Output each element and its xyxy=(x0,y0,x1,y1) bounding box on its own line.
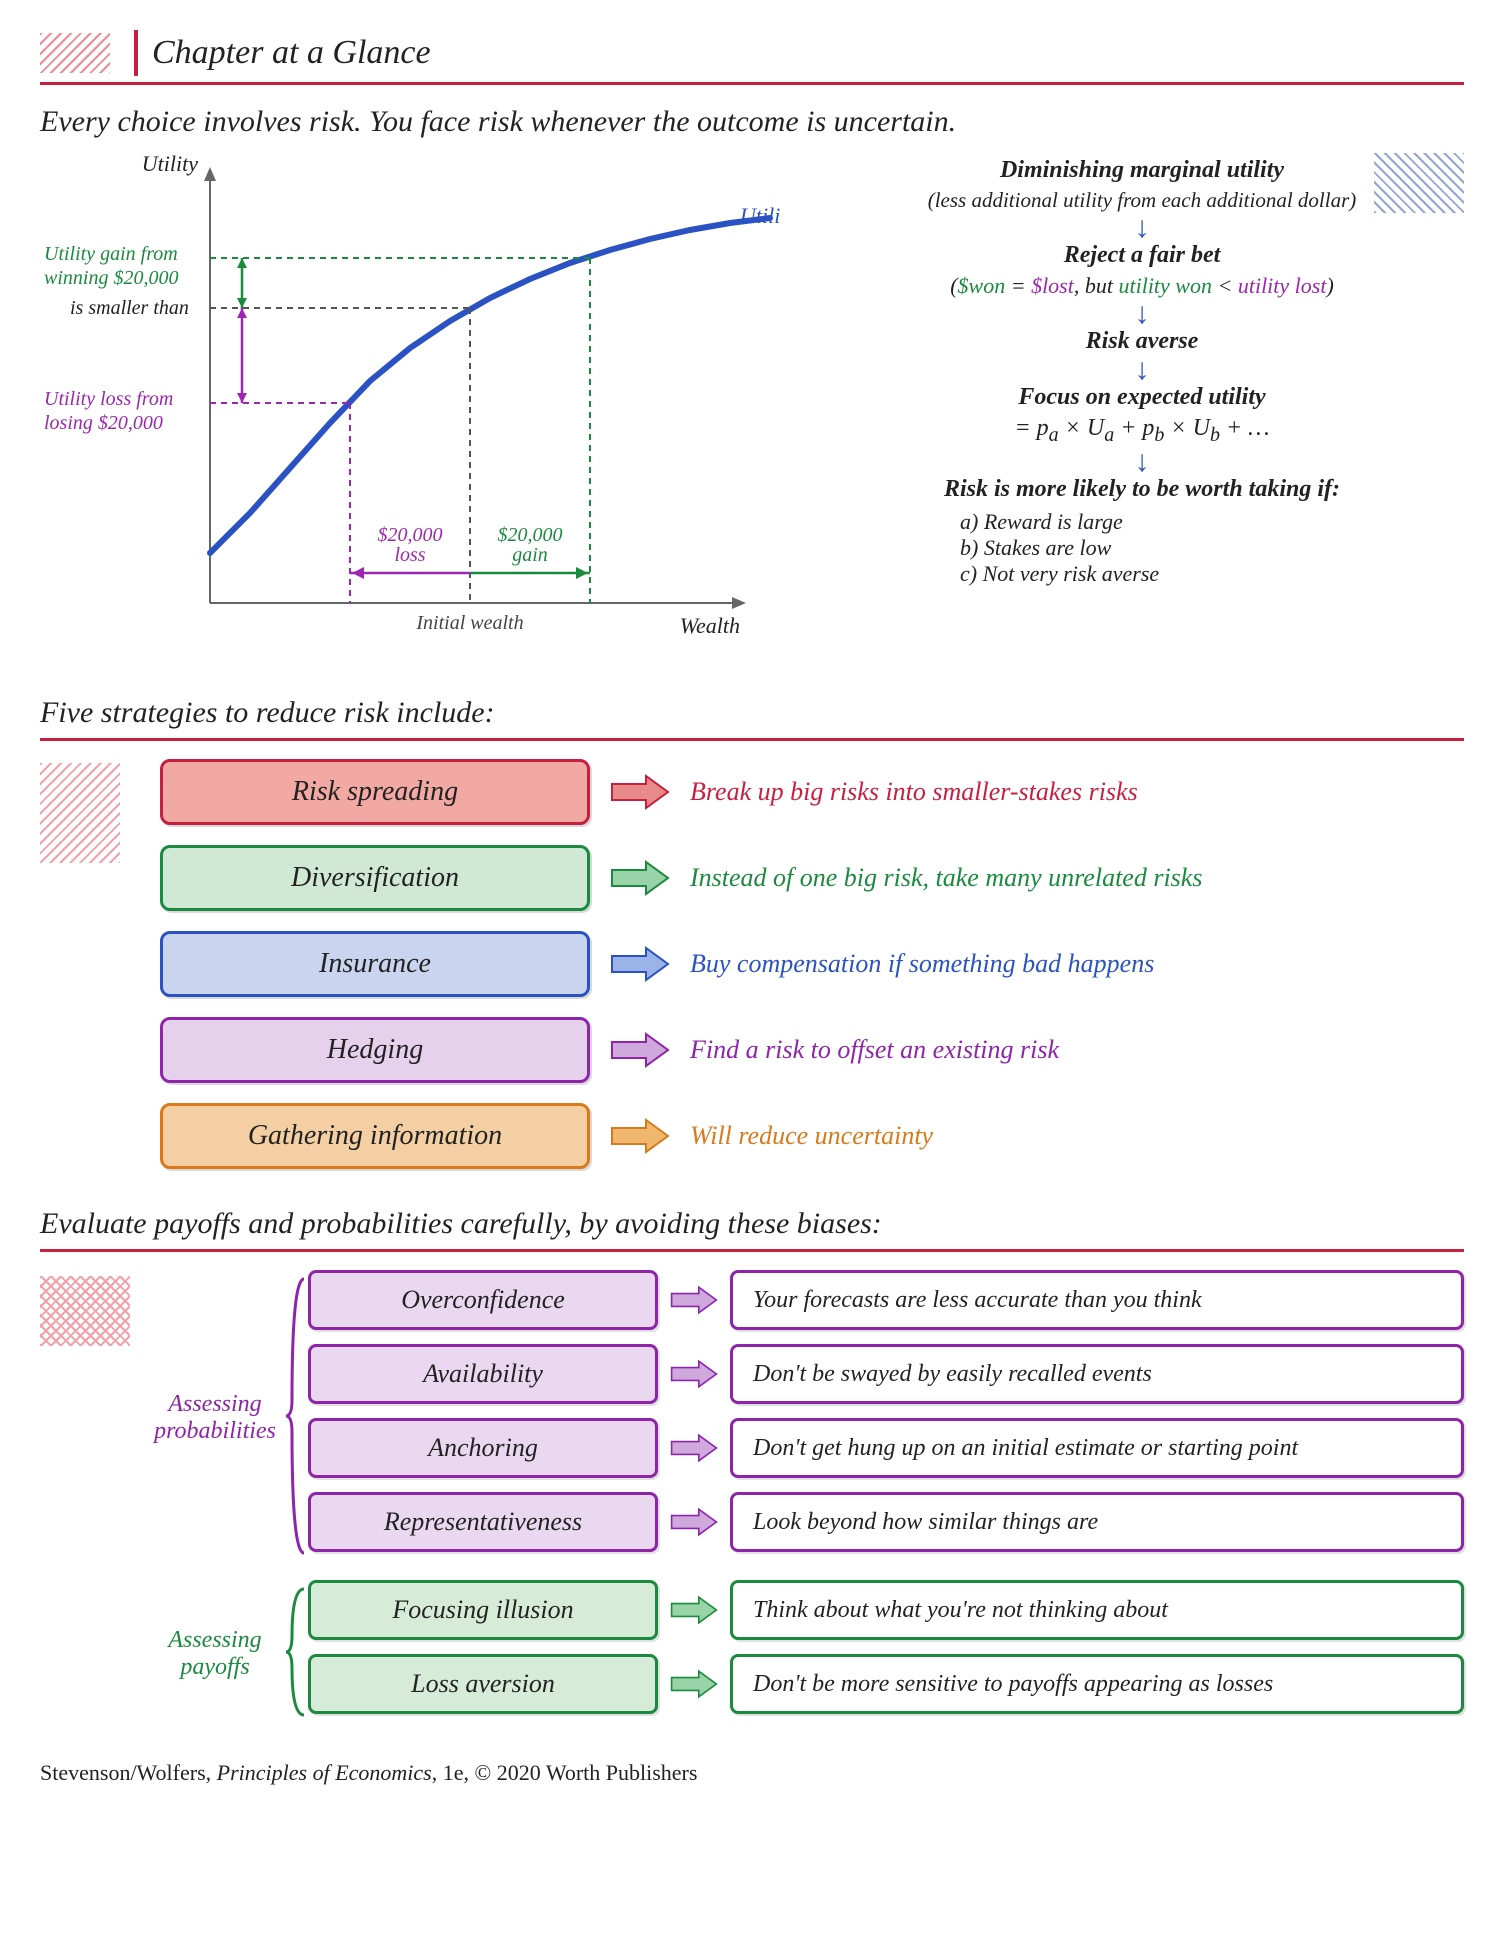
bias-desc: Don't be more sensitive to payoffs appea… xyxy=(730,1654,1464,1714)
arrow-right-icon xyxy=(670,1359,718,1389)
svg-text:is smaller than: is smaller than xyxy=(70,297,189,319)
bias-box: Overconfidence xyxy=(308,1270,658,1330)
strategy-row: Diversification Instead of one big risk, … xyxy=(160,845,1464,911)
svg-text:$20,000: $20,000 xyxy=(378,524,443,546)
strategy-row: Insurance Buy compensation if something b… xyxy=(160,931,1464,997)
bias-box: Availability xyxy=(308,1344,658,1404)
arrow-right-icon xyxy=(670,1669,718,1699)
arrow-down-icon: ↓ xyxy=(820,359,1464,380)
decorative-hatch-blue-icon xyxy=(1374,153,1464,213)
svg-text:Utility loss from: Utility loss from xyxy=(44,388,173,410)
worth-item: a) Reward is large xyxy=(960,509,1464,535)
strategy-desc: Buy compensation if something bad happen… xyxy=(690,949,1154,979)
biases-area: Assessingprobabilities Overconfidence Your… xyxy=(40,1270,1464,1742)
bias-row: Representativeness Look beyond how simila… xyxy=(308,1492,1464,1552)
focus-eu: Focus on expected utility xyxy=(1018,384,1265,410)
bias-row: Focusing illusion Think about what you're… xyxy=(308,1580,1464,1640)
bias-desc: Your forecasts are less accurate than yo… xyxy=(730,1270,1464,1330)
arrow-right-icon xyxy=(610,1118,670,1154)
svg-text:Utility: Utility xyxy=(142,153,198,176)
intro-text: Every choice involves risk. You face ris… xyxy=(40,105,1464,139)
bias-row: Overconfidence Your forecasts are less ac… xyxy=(308,1270,1464,1330)
svg-text:Initial wealth: Initial wealth xyxy=(415,612,523,634)
svg-text:Utility: Utility xyxy=(740,203,780,228)
bias-desc: Look beyond how similar things are xyxy=(730,1492,1464,1552)
strategy-box: Hedging xyxy=(160,1017,590,1083)
brace-icon xyxy=(284,1275,308,1562)
bias-box: Anchoring xyxy=(308,1418,658,1478)
arrow-right-icon xyxy=(670,1285,718,1315)
bias-group-label: Assessingpayoffs xyxy=(150,1627,280,1681)
arrow-right-icon xyxy=(610,1032,670,1068)
arrow-right-icon xyxy=(610,946,670,982)
bias-group-label: Assessingprobabilities xyxy=(150,1391,280,1445)
bias-row: Loss aversion Don't be more sensitive to … xyxy=(308,1654,1464,1714)
strategy-box: Risk spreading xyxy=(160,759,590,825)
arrow-right-icon xyxy=(610,774,670,810)
arrow-down-icon: ↓ xyxy=(820,217,1464,238)
chapter-title: Chapter at a Glance xyxy=(152,34,431,72)
utility-chart: Utility Wealth Utility Utility gain fromwin… xyxy=(40,153,780,678)
concept-flow: Diminishing marginal utility (less addit… xyxy=(820,153,1464,678)
strategies-heading: Five strategies to reduce risk include: xyxy=(40,696,1464,730)
risk-averse: Risk averse xyxy=(1086,328,1199,354)
divider xyxy=(40,738,1464,741)
arrow-right-icon xyxy=(610,860,670,896)
strategy-box: Insurance xyxy=(160,931,590,997)
chapter-header: Chapter at a Glance xyxy=(40,30,1464,85)
bias-row: Availability Don't be swayed by easily re… xyxy=(308,1344,1464,1404)
reject-title: Reject a fair bet xyxy=(1064,242,1221,268)
svg-text:Wealth: Wealth xyxy=(680,613,740,638)
divider xyxy=(40,1249,1464,1252)
arrow-right-icon xyxy=(670,1507,718,1537)
strategy-desc: Break up big risks into smaller-stakes r… xyxy=(690,777,1138,807)
bias-group: Assessingpayoffs Focusing illusion Think a… xyxy=(150,1580,1464,1728)
strategy-box: Diversification xyxy=(160,845,590,911)
arrow-down-icon: ↓ xyxy=(820,303,1464,324)
strategy-box: Gathering information xyxy=(160,1103,590,1169)
strategy-desc: Instead of one big risk, take many unrel… xyxy=(690,863,1202,893)
bias-box: Loss aversion xyxy=(308,1654,658,1714)
worth-title: Risk is more likely to be worth taking i… xyxy=(944,476,1340,502)
svg-text:loss: loss xyxy=(394,544,425,566)
decorative-hatch-icon xyxy=(40,1276,130,1346)
bias-group: Assessingprobabilities Overconfidence Your… xyxy=(150,1270,1464,1566)
svg-text:$20,000: $20,000 xyxy=(498,524,563,546)
strategy-row: Hedging Find a risk to offset an existing… xyxy=(160,1017,1464,1083)
vertical-bar xyxy=(134,30,138,76)
bias-desc: Don't get hung up on an initial estimate… xyxy=(730,1418,1464,1478)
strategy-row: Risk spreading Break up big risks into sm… xyxy=(160,759,1464,825)
arrow-right-icon xyxy=(670,1433,718,1463)
arrow-right-icon xyxy=(670,1595,718,1625)
bias-desc: Don't be swayed by easily recalled event… xyxy=(730,1344,1464,1404)
svg-text:winning $20,000: winning $20,000 xyxy=(44,267,178,289)
bias-row: Anchoring Don't get hung up on an initial… xyxy=(308,1418,1464,1478)
biases-heading: Evaluate payoffs and probabilities caref… xyxy=(40,1207,1464,1241)
dim-sub: (less additional utility from each addit… xyxy=(820,188,1464,213)
decorative-hatch-icon xyxy=(40,763,120,863)
bias-box: Representativeness xyxy=(308,1492,658,1552)
strategies-area: Risk spreading Break up big risks into sm… xyxy=(40,759,1464,1189)
concept-row: Utility Wealth Utility Utility gain fromwin… xyxy=(40,153,1464,678)
strategy-row: Gathering information Will reduce uncerta… xyxy=(160,1103,1464,1169)
footer-citation: Stevenson/Wolfers, Principles of Economi… xyxy=(40,1760,1464,1786)
dim-title: Diminishing marginal utility xyxy=(1000,157,1284,183)
strategy-desc: Will reduce uncertainty xyxy=(690,1121,933,1151)
decorative-hatch-icon xyxy=(40,33,110,73)
eu-formula: = pa × Ua + pb × Ub + … xyxy=(820,415,1464,447)
strategy-desc: Find a risk to offset an existing risk xyxy=(690,1035,1059,1065)
worth-item: c) Not very risk averse xyxy=(960,561,1464,587)
reject-sub: ($won = $lost, but utility won < utility… xyxy=(820,273,1464,299)
svg-text:Utility gain from: Utility gain from xyxy=(44,243,178,265)
svg-text:losing $20,000: losing $20,000 xyxy=(44,412,163,434)
arrow-down-icon: ↓ xyxy=(820,451,1464,472)
svg-text:gain: gain xyxy=(512,544,548,566)
brace-icon xyxy=(284,1585,308,1724)
worth-list: a) Reward is large b) Stakes are low c) … xyxy=(960,509,1464,587)
bias-desc: Think about what you're not thinking abo… xyxy=(730,1580,1464,1640)
bias-box: Focusing illusion xyxy=(308,1580,658,1640)
worth-item: b) Stakes are low xyxy=(960,535,1464,561)
